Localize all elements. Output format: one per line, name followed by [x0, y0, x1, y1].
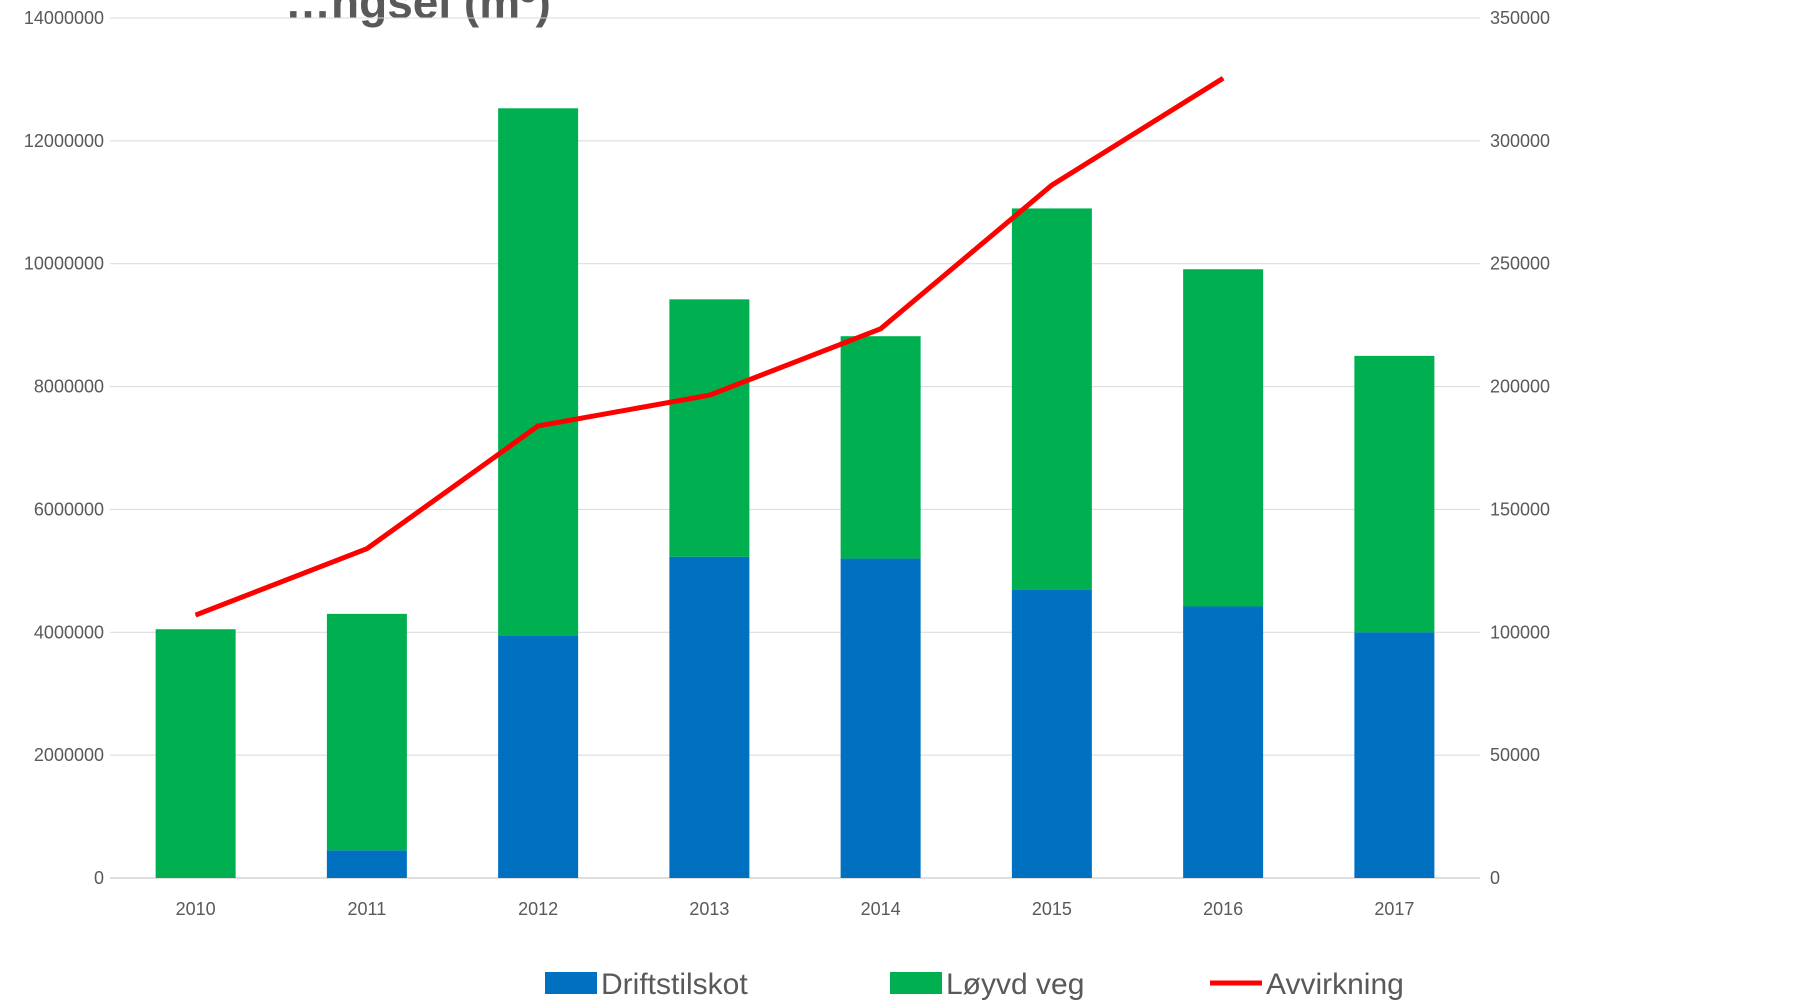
legend-label-driftstilskot: Driftstilskot [601, 968, 748, 1001]
bar-l-yvd-veg-2014 [840, 336, 921, 559]
legend-label-l-yvd-veg: Løyvd veg [946, 968, 1084, 1001]
line-point-2015 [1051, 184, 1053, 186]
left-tick-label: 2000000 [34, 745, 104, 765]
chart-title: …ngsel (m³) [285, 0, 551, 28]
line-point-2016 [1222, 77, 1224, 79]
legend-swatch-l-yvd-veg [890, 972, 942, 994]
bar-driftstilskot-2011 [326, 850, 407, 878]
right-tick-label: 200000 [1490, 377, 1550, 397]
bar-l-yvd-veg-2012 [498, 108, 579, 636]
bar-driftstilskot-2014 [840, 558, 921, 878]
line-point-2012 [537, 425, 539, 427]
bar-l-yvd-veg-2016 [1183, 269, 1264, 607]
left-tick-label: 8000000 [34, 377, 104, 397]
x-tick-label: 2015 [1032, 899, 1072, 919]
left-tick-label: 10000000 [24, 254, 104, 274]
bars [155, 108, 1435, 878]
left-tick-label: 14000000 [24, 8, 104, 28]
x-tick-label: 2016 [1203, 899, 1243, 919]
bar-l-yvd-veg-2017 [1354, 355, 1435, 633]
legend-label-avvirkning: Avvirkning [1266, 968, 1404, 1001]
legend: Driftstilskot Løyvd veg Avvirkning [545, 968, 1404, 1001]
bar-l-yvd-veg-2011 [326, 613, 407, 851]
bar-driftstilskot-2017 [1354, 632, 1435, 878]
line-point-2013 [708, 394, 710, 396]
left-axis-ticks: 0 2000000 4000000 6000000 8000000 10000000 120… [24, 8, 104, 888]
bar-l-yvd-veg-2015 [1011, 208, 1092, 590]
legend-swatch-driftstilskot [545, 972, 597, 994]
gridlines [110, 17, 1480, 879]
right-tick-label: 250000 [1490, 254, 1550, 274]
left-tick-label: 6000000 [34, 499, 104, 519]
right-tick-label: 300000 [1490, 131, 1550, 151]
left-tick-label: 12000000 [24, 131, 104, 151]
bar-driftstilskot-2015 [1011, 589, 1092, 878]
bar-driftstilskot-2012 [498, 635, 579, 878]
line-point-2011 [366, 548, 368, 550]
x-tick-label: 2014 [861, 899, 901, 919]
line-point-2010 [195, 614, 197, 616]
line-point-2014 [880, 328, 882, 330]
x-tick-label: 2010 [176, 899, 216, 919]
x-tick-label: 2011 [348, 899, 387, 919]
right-tick-label: 0 [1490, 868, 1500, 888]
right-tick-label: 150000 [1490, 499, 1550, 519]
x-tick-label: 2017 [1374, 899, 1414, 919]
right-axis-ticks: 0 50000 100000 150000 200000 250000 300000 3500… [1490, 8, 1550, 888]
right-tick-label: 50000 [1490, 745, 1540, 765]
left-tick-label: 4000000 [34, 622, 104, 642]
right-tick-label: 350000 [1490, 8, 1550, 28]
bar-l-yvd-veg-2013 [669, 299, 750, 557]
avvirkning-line-group [194, 76, 1225, 618]
x-tick-label: 2013 [689, 899, 729, 919]
x-axis-ticks: 2010 2011 2012 2013 2014 2015 2016 2017 [176, 899, 1415, 919]
x-tick-label: 2012 [518, 899, 558, 919]
bar-driftstilskot-2013 [669, 556, 750, 878]
right-tick-label: 100000 [1490, 622, 1550, 642]
bar-driftstilskot-2016 [1183, 606, 1264, 878]
left-tick-label: 0 [94, 868, 104, 888]
bar-l-yvd-veg-2010 [155, 629, 236, 878]
